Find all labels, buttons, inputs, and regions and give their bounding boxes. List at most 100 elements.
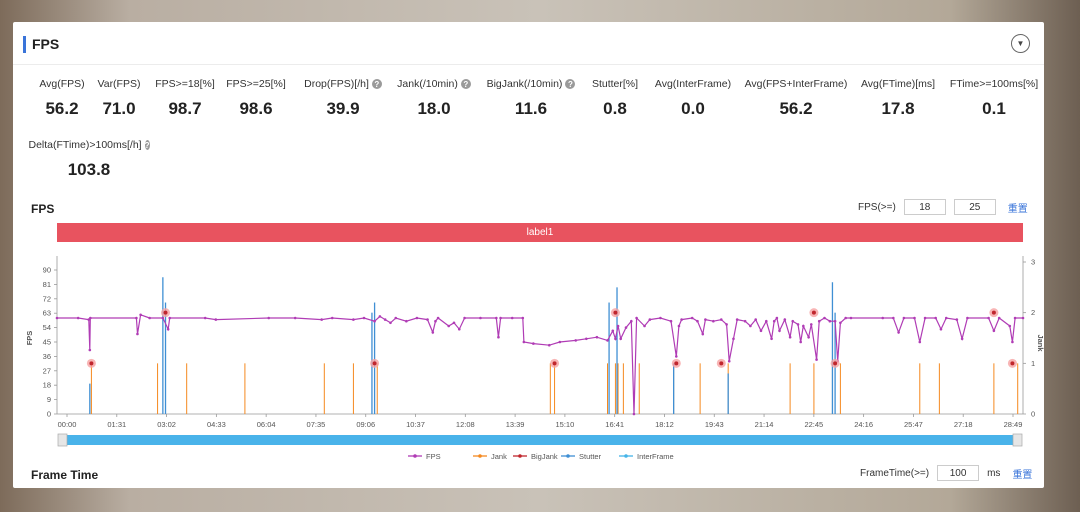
bigjank-mark — [991, 310, 996, 315]
x-tick-label: 00:00 — [58, 420, 77, 429]
fps-point — [648, 318, 652, 321]
fps-point — [960, 337, 964, 341]
y-tick-label: 81 — [43, 280, 51, 289]
fps-point — [680, 318, 683, 321]
range-slider-left-handle[interactable] — [57, 433, 68, 447]
metric-label-text: FPS>=18[%] — [155, 78, 215, 90]
fps-point — [497, 335, 500, 339]
fps-point — [839, 321, 842, 325]
fps-threshold-1-input[interactable] — [903, 199, 946, 215]
fps-chart: 0 9 18 27 36 45 54 63 72 81 90 0 1 2 3 FPS Jank 00:00 01:3… — [25, 256, 1044, 461]
bigjank-mark — [89, 361, 94, 366]
fps-threshold-2-input[interactable] — [953, 199, 996, 215]
fps-point — [754, 318, 757, 321]
fps-point — [1013, 316, 1017, 320]
metric-label: Avg(FPS+InterFrame) — [736, 78, 856, 90]
metric-value: 39.9 — [326, 99, 360, 118]
x-tick-label: 24:16 — [854, 420, 873, 429]
legend-label: BigJank — [531, 452, 558, 461]
legend-swatch-dot — [478, 454, 482, 458]
x-tick-label: 15:10 — [556, 420, 575, 429]
x-tick-label: 28:49 — [1004, 420, 1023, 429]
frame-time-controls: FrameTime(>=) ms 重置 — [860, 465, 1032, 481]
fps-point — [76, 316, 80, 320]
segment-label-bar[interactable]: label1 — [57, 223, 1023, 242]
fps-point — [918, 340, 922, 344]
fps-point — [955, 318, 959, 321]
help-icon[interactable]: ? — [460, 79, 471, 89]
bigjank-mark — [613, 310, 618, 315]
panel-header: FPS — [23, 34, 59, 54]
y-tick-label: 72 — [43, 294, 51, 303]
fps-point — [431, 331, 435, 334]
fps-point — [362, 316, 366, 320]
fps-point — [135, 316, 138, 320]
fps-point — [624, 326, 628, 329]
fps-reset-link[interactable]: 重置 — [1007, 203, 1028, 215]
fps-point — [704, 318, 707, 321]
metric-label: Drop(FPS)[/h]? — [283, 78, 403, 90]
fps-point — [510, 316, 514, 320]
frame-time-unit: ms — [987, 467, 1001, 479]
fps-point — [378, 315, 382, 318]
fps-point — [148, 316, 151, 320]
fps-point — [479, 316, 482, 320]
fps-point — [833, 319, 837, 323]
frame-time-threshold-input[interactable] — [937, 465, 980, 481]
fps-point — [788, 335, 792, 339]
frame-time-reset-link[interactable]: 重置 — [1012, 469, 1033, 481]
help-icon[interactable]: ? — [565, 79, 576, 89]
fps-point — [585, 337, 588, 341]
help-icon[interactable]: ? — [144, 140, 150, 150]
legend-swatch-dot — [566, 454, 570, 458]
fps-point — [136, 332, 139, 336]
fps-point — [727, 359, 731, 363]
metric-value: 0.8 — [603, 99, 627, 118]
help-icon[interactable]: ? — [371, 79, 382, 89]
metric-9: Avg(FPS+InterFrame) 56.2 — [736, 78, 856, 119]
y-tick-label: 36 — [43, 352, 51, 361]
fps-point — [632, 412, 636, 416]
legend-label: FPS — [426, 452, 441, 461]
metric-label-text: Avg(FTime)[ms] — [860, 78, 936, 90]
range-slider-track[interactable] — [62, 435, 1018, 445]
fps-point — [659, 316, 662, 320]
fps-threshold-label: FPS(>=) — [858, 201, 896, 213]
x-tick-label: 07:35 — [307, 420, 326, 429]
metric-label-text: Avg(InterFrame) — [654, 78, 732, 90]
metric-5: Jank(/10min)? 18.0 — [374, 78, 494, 119]
collapse-toggle-icon[interactable]: ▼ — [1011, 34, 1030, 53]
metric-label-text: FPS>=25[%] — [226, 78, 286, 90]
metric-label: Var(FPS) — [59, 78, 179, 90]
fps-point — [161, 316, 165, 320]
x-tick-label: 16:41 — [605, 420, 624, 429]
metric-value: 0.1 — [982, 99, 1006, 118]
fps-point — [87, 318, 91, 321]
fps-point — [934, 316, 937, 320]
bigjank-mark — [372, 361, 377, 366]
range-slider-right-handle[interactable] — [1012, 433, 1023, 447]
fps-point — [735, 318, 739, 321]
metric-label-text: FTime>=100ms[%] — [949, 78, 1039, 90]
panel-title: FPS — [32, 36, 60, 52]
fps-point — [214, 318, 218, 321]
fps-point — [923, 316, 927, 320]
fps-point — [558, 340, 562, 344]
fps-point — [436, 316, 440, 320]
metric-12: Delta(FTime)>100ms[/h]? 103.8 — [29, 139, 150, 180]
fps-point — [823, 316, 826, 320]
fps-point — [405, 319, 408, 323]
fps-point — [574, 339, 578, 342]
x-tick-label: 27:18 — [954, 420, 973, 429]
metric-label-text: Stutter[%] — [591, 78, 639, 90]
x-tick-label: 03:02 — [157, 420, 176, 429]
fps-point — [674, 355, 678, 358]
metric-3: FPS>=25[%] 98.6 — [196, 78, 316, 119]
fps-point — [643, 324, 646, 328]
x-tick-label: 25:47 — [904, 420, 923, 429]
header-accent — [23, 35, 26, 53]
y-tick-label: 0 — [47, 410, 51, 419]
y-tick-label: 27 — [43, 366, 51, 375]
fps-point — [522, 340, 526, 344]
fps-point — [383, 318, 387, 321]
